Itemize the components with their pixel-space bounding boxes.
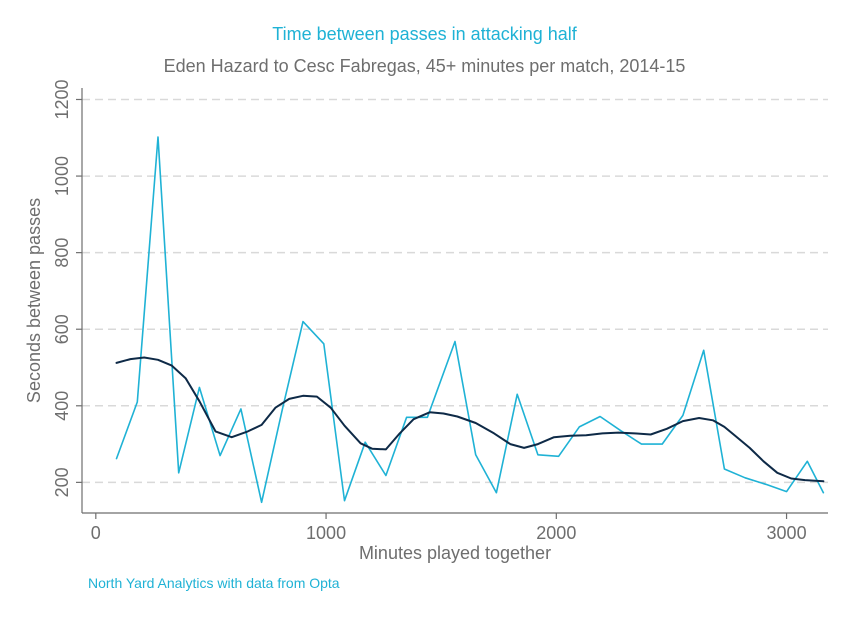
y-tick-label: 200 bbox=[52, 467, 72, 497]
y-tick-label: 800 bbox=[52, 238, 72, 268]
series-line-smoothed bbox=[115, 356, 825, 483]
source-note: North Yard Analytics with data from Opta bbox=[88, 575, 340, 591]
y-tick-label: 600 bbox=[52, 314, 72, 344]
x-tick-label: 0 bbox=[91, 523, 101, 543]
chart-title: Time between passes in attacking half bbox=[272, 24, 577, 44]
series-line-raw bbox=[115, 136, 825, 504]
tick-labels: 200 400 600 800 1000 1200 0 1000 2000 3000 bbox=[52, 79, 807, 543]
chart-subtitle: Eden Hazard to Cesc Fabregas, 45+ minute… bbox=[163, 56, 686, 76]
x-tick-label: 1000 bbox=[306, 523, 346, 543]
x-axis-title: Minutes played together bbox=[359, 543, 551, 563]
x-tick-label: 2000 bbox=[536, 523, 576, 543]
series-layer bbox=[115, 136, 825, 504]
y-tick-label: 1000 bbox=[52, 156, 72, 196]
y-tick-label: 400 bbox=[52, 391, 72, 421]
gridlines bbox=[82, 98, 828, 484]
y-tick-label: 1200 bbox=[52, 79, 72, 119]
y-axis-title: Seconds between passes bbox=[24, 198, 44, 403]
x-tick-label: 3000 bbox=[767, 523, 807, 543]
axes bbox=[81, 88, 828, 514]
